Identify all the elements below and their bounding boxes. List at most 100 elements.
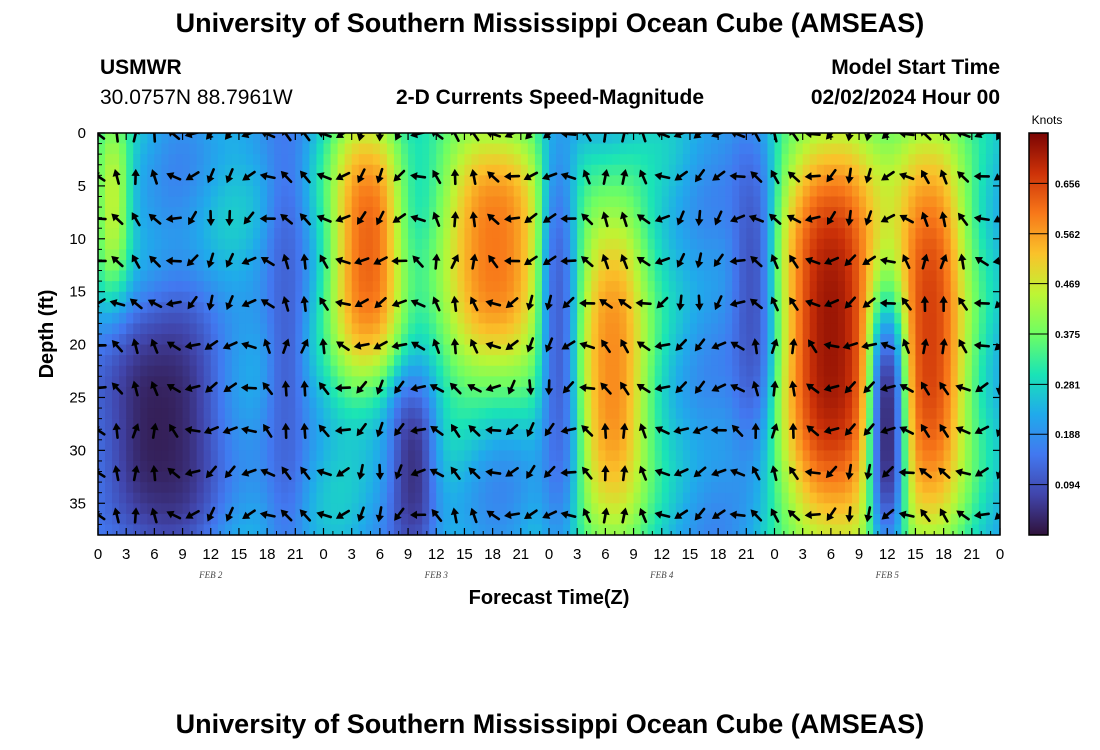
heatmap-cell (971, 207, 980, 219)
heatmap-cell (894, 175, 902, 187)
heatmap-cell (781, 281, 790, 293)
heatmap-cell (732, 450, 740, 462)
heatmap-cell (210, 355, 219, 367)
heatmap-cell (894, 482, 902, 494)
heatmap-cell (957, 291, 966, 303)
heatmap-cell (154, 207, 163, 219)
heatmap-cell (915, 355, 924, 367)
heatmap-cell (767, 291, 776, 303)
heatmap-cell (647, 450, 656, 462)
heatmap-cell (774, 376, 783, 388)
heatmap-cell (126, 270, 134, 282)
heatmap-cell (351, 154, 360, 166)
heatmap-cell (316, 238, 325, 250)
heatmap-cell (210, 418, 219, 430)
heatmap-cell (464, 291, 473, 303)
heatmap-cell (231, 323, 240, 335)
heatmap-cell (767, 513, 776, 526)
current-vector-arrow (260, 257, 275, 267)
current-vector-arrow (281, 380, 291, 397)
heatmap-cell (866, 175, 874, 187)
heatmap-cell (323, 492, 332, 504)
heatmap-cell (689, 154, 698, 166)
heatmap-cell (408, 503, 416, 515)
heatmap-cell (978, 524, 987, 535)
current-vector-arrow (282, 338, 291, 354)
heatmap-cell (330, 164, 339, 176)
heatmap-cell (950, 397, 959, 409)
heatmap-cell (464, 344, 473, 356)
heatmap-cell (309, 492, 318, 504)
heatmap-cell (189, 513, 198, 526)
heatmap-cell (337, 143, 346, 155)
heatmap-cell (661, 133, 670, 145)
heatmap-cell (943, 450, 952, 462)
heatmap-cell (830, 133, 839, 145)
heatmap-cell (203, 439, 212, 451)
heatmap-cell (753, 164, 762, 176)
heatmap-cell (598, 450, 606, 462)
heatmap-cell (781, 334, 790, 346)
heatmap-cell (844, 429, 853, 441)
heatmap-cell (908, 376, 917, 388)
current-vector-arrow (206, 252, 215, 269)
heatmap-cell (746, 238, 754, 250)
heatmap-cell (929, 175, 938, 187)
heatmap-cell (774, 408, 783, 420)
heatmap-cell (732, 503, 740, 515)
heatmap-cell (781, 471, 790, 483)
heatmap-cell (795, 344, 804, 356)
heatmap-cell (549, 471, 557, 483)
heatmap-cell (182, 323, 191, 335)
heatmap-cell (98, 281, 106, 293)
heatmap-cell (323, 513, 332, 526)
heatmap-cell (633, 185, 642, 198)
heatmap-cell (133, 503, 141, 515)
heatmap-cell (591, 249, 599, 261)
heatmap-cell (351, 471, 360, 483)
heatmap-cell (288, 503, 296, 515)
heatmap-cell (950, 217, 959, 229)
heatmap-cell (971, 503, 980, 515)
heatmap-cell (605, 207, 614, 219)
heatmap-cell (823, 154, 832, 166)
heatmap-cell (401, 238, 409, 250)
heatmap-cell (245, 429, 254, 441)
heatmap-cell (408, 133, 416, 145)
heatmap-cell (126, 418, 134, 430)
heatmap-cell (809, 164, 818, 176)
heatmap-cell (668, 154, 677, 166)
heatmap-cell (133, 281, 141, 293)
heatmap-cell (633, 281, 642, 293)
heatmap-cell (978, 312, 987, 325)
heatmap-cell (415, 154, 423, 166)
heatmap-cell (696, 471, 705, 483)
heatmap-cell (894, 259, 902, 272)
heatmap-cell (309, 217, 318, 229)
heatmap-cell (133, 291, 141, 303)
heatmap-cell (245, 270, 254, 282)
heatmap-cell (126, 397, 134, 409)
heatmap-cell (140, 492, 148, 504)
heatmap-cell (929, 429, 938, 441)
heatmap-cell (859, 334, 867, 346)
heatmap-cell (379, 471, 388, 483)
heatmap-cell (541, 164, 550, 176)
heatmap-cell (809, 408, 818, 420)
heatmap-cell (119, 228, 127, 240)
heatmap-cell (267, 323, 275, 335)
heatmap-cell (274, 471, 282, 483)
heatmap-cell (175, 397, 184, 409)
heatmap-cell (358, 355, 367, 367)
heatmap-cell (196, 397, 205, 409)
heatmap-cell (534, 344, 543, 356)
heatmap-cell (168, 408, 177, 420)
heatmap-cell (619, 270, 628, 282)
heatmap-cell (231, 429, 240, 441)
heatmap-cell (767, 143, 776, 155)
heatmap-cell (478, 334, 487, 346)
heatmap-cell (112, 291, 120, 303)
heatmap-cell (408, 281, 416, 293)
heatmap-cell (267, 482, 275, 494)
heatmap-cell (260, 524, 268, 535)
